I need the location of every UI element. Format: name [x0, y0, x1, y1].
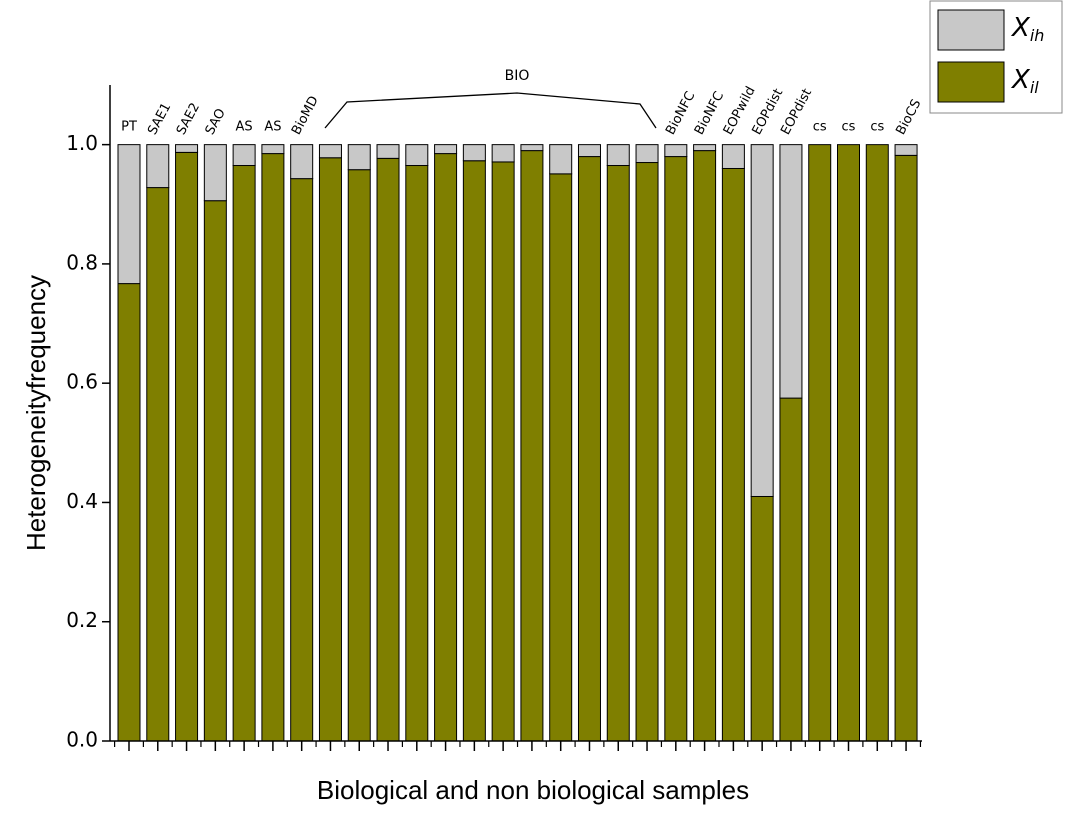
bar-segment — [808, 144, 832, 742]
bar-segment — [750, 144, 774, 497]
legend-label-sub: il — [1030, 78, 1039, 97]
bar-segment — [750, 495, 774, 742]
y-tick-label: 0.8 — [66, 250, 98, 274]
bar-segment — [232, 144, 256, 167]
legend-label-main: X — [1010, 13, 1031, 43]
legend-swatch — [937, 61, 1005, 103]
bio-bracket — [324, 92, 657, 129]
bar-segment — [606, 165, 630, 742]
category-label: SAE2 — [174, 101, 203, 138]
bar-segment — [721, 167, 745, 742]
bar-segment — [664, 144, 688, 158]
bar-segment — [577, 144, 601, 158]
bar-segment — [175, 144, 199, 153]
category-label: cs — [813, 120, 827, 135]
bar-segment — [318, 157, 342, 742]
bar-segment — [635, 162, 659, 742]
legend-label: Xih — [1010, 13, 1044, 45]
bar-segment — [203, 144, 227, 202]
bar-segment — [894, 144, 918, 156]
bar-segment — [146, 144, 170, 189]
bar-segment — [549, 144, 573, 175]
bar-segment — [290, 178, 314, 742]
bar-segment — [232, 165, 256, 742]
bar-segment — [347, 169, 371, 742]
bar-segment — [577, 156, 601, 742]
category-label: cs — [842, 120, 856, 135]
bar-segment — [203, 200, 227, 742]
bar-segment — [865, 144, 889, 742]
bar-segment — [117, 283, 141, 742]
bar-segment — [462, 160, 486, 742]
bar-segment — [117, 144, 141, 285]
bar-segment — [721, 144, 745, 169]
bar-segment — [520, 144, 544, 152]
bar-segment — [779, 144, 803, 399]
bar-segment — [434, 153, 458, 742]
category-label: SAE1 — [145, 101, 174, 138]
bar-segment — [175, 151, 199, 742]
x-axis-title: Biological and non biological samples — [317, 775, 749, 805]
bar-segment — [146, 187, 170, 742]
legend-label-sub: ih — [1030, 26, 1045, 45]
bar-segment — [491, 161, 515, 742]
bar-segment — [779, 397, 803, 742]
y-axis-title: Heterogeneityfrequency — [21, 275, 51, 551]
bar-segment — [376, 157, 400, 742]
bar-segment — [894, 154, 918, 742]
y-tick-label: 0.6 — [66, 370, 98, 394]
bar-segment — [261, 144, 285, 155]
bar-segment — [693, 144, 717, 152]
bar-segment — [290, 144, 314, 180]
bar-segment — [520, 150, 544, 742]
y-tick-label: 0.0 — [66, 728, 98, 752]
category-label: BioCS — [893, 97, 924, 137]
bar-segment — [491, 144, 515, 163]
category-label: cs — [870, 120, 884, 135]
bar-segment — [606, 144, 630, 167]
y-tick-label: 0.2 — [66, 608, 98, 632]
category-label: SAO — [203, 106, 229, 137]
category-label: AS — [236, 120, 253, 135]
bar-segment — [635, 144, 659, 164]
bar-segment — [376, 144, 400, 159]
legend-swatch — [937, 9, 1005, 51]
bar-segment — [434, 144, 458, 155]
legend-label: Xil — [1010, 65, 1039, 97]
bar-segment — [405, 144, 429, 167]
category-label: BioMD — [289, 94, 322, 138]
bar-segment — [318, 144, 342, 159]
bar-segment — [405, 165, 429, 742]
bar-segment — [261, 153, 285, 742]
bar-segment — [664, 156, 688, 742]
y-tick-label: 0.4 — [66, 489, 98, 513]
bar-segment — [462, 144, 486, 162]
y-tick-label: 1.0 — [66, 131, 98, 155]
category-label: AS — [264, 120, 281, 135]
bar-segment — [837, 144, 860, 742]
category-label: PT — [121, 120, 137, 135]
bar-segment — [693, 150, 717, 742]
bar-segment — [549, 173, 573, 742]
legend-label-main: X — [1010, 65, 1031, 95]
annotation: BIO — [505, 68, 530, 84]
bar-segment — [347, 144, 371, 171]
